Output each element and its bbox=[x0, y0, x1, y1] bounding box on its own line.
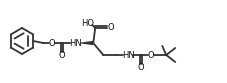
Polygon shape bbox=[80, 41, 93, 45]
Text: O: O bbox=[59, 50, 66, 60]
Text: HO: HO bbox=[81, 19, 94, 27]
Text: O: O bbox=[49, 39, 56, 47]
Text: HN: HN bbox=[122, 50, 135, 60]
Text: O: O bbox=[138, 62, 145, 71]
Text: HN: HN bbox=[69, 39, 82, 47]
Text: O: O bbox=[108, 22, 115, 32]
Text: O: O bbox=[148, 50, 155, 60]
